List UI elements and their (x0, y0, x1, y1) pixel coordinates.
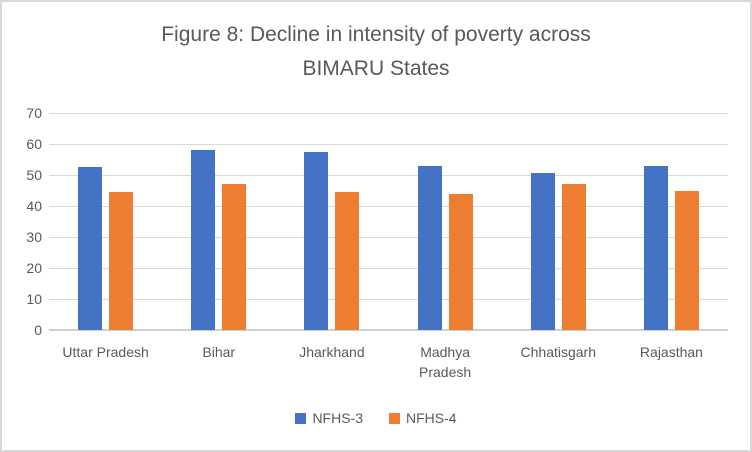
y-axis-tick-label: 10 (26, 291, 42, 307)
y-axis-tick-label: 40 (26, 198, 42, 214)
x-axis-label-line: Pradesh (419, 364, 472, 380)
bar-nfhs-4-madhya-pradesh (448, 193, 473, 330)
bars (49, 113, 728, 330)
x-axis-line (49, 329, 728, 331)
x-axis-label-line: Jharkhand (299, 344, 365, 360)
legend-marker-nfhs-3 (295, 412, 307, 424)
x-axis-label-line: Chhatisgarh (520, 344, 597, 360)
category-group-rajasthan (615, 113, 728, 330)
bar-nfhs-4-jharkhand (335, 192, 360, 330)
chart-title: Figure 8: Decline in intensity of povert… (2, 18, 750, 86)
y-axis-tick-label: 20 (26, 260, 42, 276)
x-axis-labels: Uttar Pradesh Bihar Jharkhand Madhya Pradesh… (49, 342, 728, 382)
gridline (49, 268, 728, 269)
bar-nfhs-4-uttar-pradesh (109, 192, 134, 330)
x-axis-label-chhatisgarh: Chhatisgarh (502, 342, 615, 382)
gridline (49, 113, 728, 114)
bar-nfhs-3-jharkhand (304, 151, 329, 330)
category-group-bihar (162, 113, 275, 330)
x-axis-label-jharkhand: Jharkhand (275, 342, 388, 382)
y-axis-tick-label: 60 (26, 136, 42, 152)
bar-nfhs-3-rajasthan (643, 165, 668, 330)
x-axis-label-line: Madhya (420, 344, 470, 360)
plot-area (49, 113, 728, 331)
bar-nfhs-4-rajasthan (674, 190, 699, 330)
x-axis-label-line: Rajasthan (639, 344, 703, 360)
category-group-madhya-pradesh (389, 113, 502, 330)
bar-nfhs-3-chhatisgarh (530, 173, 555, 330)
legend-label-nfhs-3: NFHS-3 (312, 410, 363, 426)
x-axis-label-line: Bihar (202, 344, 236, 360)
chart-title-line-1: Figure 8: Decline in intensity of povert… (161, 23, 591, 46)
bar-nfhs-3-uttar-pradesh (78, 167, 103, 330)
y-axis-tick-label: 0 (34, 322, 42, 338)
x-axis-label-madhya-pradesh: Madhya Pradesh (389, 342, 502, 382)
chart-title-line-2: BIMARU States (302, 57, 450, 80)
bar-nfhs-3-madhya-pradesh (417, 165, 442, 330)
category-group-chhatisgarh (502, 113, 615, 330)
gridline (49, 237, 728, 238)
x-axis-label-uttar-pradesh: Uttar Pradesh (49, 342, 162, 382)
y-axis-tick-label: 50 (26, 167, 42, 183)
gridline (49, 175, 728, 176)
legend-entry-nfhs-3: NFHS-3 (295, 410, 363, 426)
legend: NFHS-3 NFHS-4 (2, 410, 750, 426)
legend-label-nfhs-4: NFHS-4 (406, 410, 457, 426)
bar-nfhs-3-bihar (191, 150, 216, 330)
bar-nfhs-4-bihar (222, 184, 247, 330)
legend-entry-nfhs-4: NFHS-4 (389, 410, 457, 426)
x-axis-label-rajasthan: Rajasthan (615, 342, 728, 382)
gridline (49, 144, 728, 145)
y-axis-tick-label: 70 (26, 105, 42, 121)
gridline (49, 206, 728, 207)
category-group-uttar-pradesh (49, 113, 162, 330)
gridline (49, 299, 728, 300)
y-axis-labels: 0 10 20 30 40 50 60 70 (2, 105, 42, 338)
bar-nfhs-4-chhatisgarh (561, 184, 586, 330)
x-axis-label-line: Uttar Pradesh (62, 344, 149, 360)
legend-marker-nfhs-4 (389, 412, 400, 424)
x-axis-label-bihar: Bihar (162, 342, 275, 382)
y-axis-tick-label: 30 (26, 229, 42, 245)
category-group-jharkhand (275, 113, 388, 330)
